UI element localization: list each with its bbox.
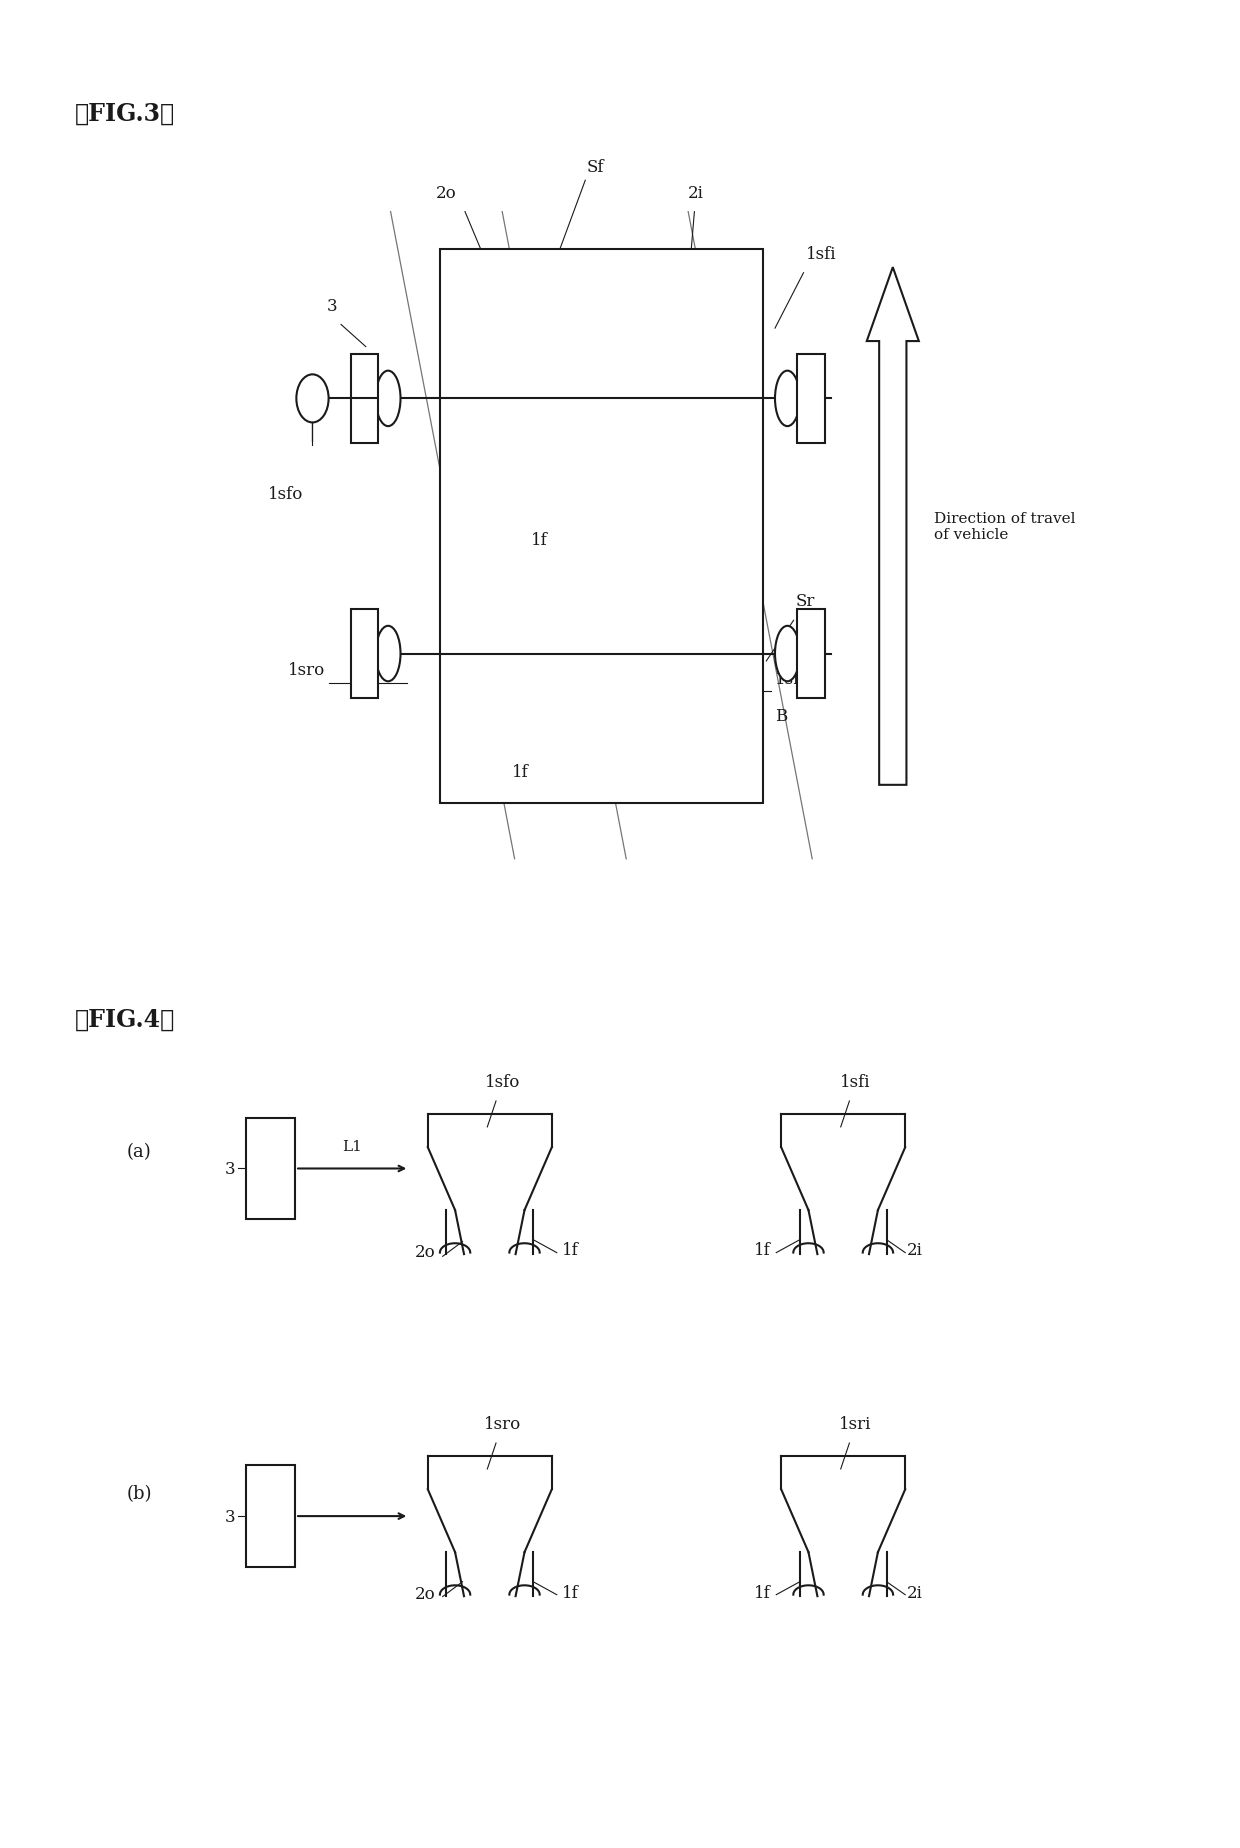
Text: 2o: 2o [415,1586,435,1602]
Text: 』FIG.3』: 』FIG.3』 [74,102,175,126]
Text: 1f: 1f [512,763,529,780]
Bar [351,610,378,699]
Text: L1: L1 [342,1140,362,1153]
Text: 1sri: 1sri [839,1416,872,1432]
Bar [246,1118,295,1220]
Text: 3: 3 [224,1508,236,1525]
Text: 1sro: 1sro [484,1416,521,1432]
Circle shape [296,375,329,423]
Text: 1f: 1f [531,532,548,549]
Text: 2i: 2i [908,1584,923,1600]
Text: 1f: 1f [562,1242,579,1258]
Text: (b): (b) [126,1484,151,1502]
Text: 2i: 2i [688,185,704,201]
Text: 1sfi: 1sfi [841,1074,870,1090]
Text: 1sfo: 1sfo [268,486,304,503]
Text: 2o: 2o [415,1244,435,1260]
Ellipse shape [775,626,800,682]
Text: 1sfo: 1sfo [485,1074,520,1090]
Text: 1sfi: 1sfi [806,246,837,262]
Ellipse shape [775,371,800,427]
Text: 1f: 1f [754,1242,771,1258]
Text: Sf: Sf [587,159,604,176]
Text: 』FIG.4』: 』FIG.4』 [74,1007,175,1031]
Text: 2o: 2o [436,185,456,201]
Polygon shape [867,268,919,785]
Bar [797,355,825,444]
Bar [797,610,825,699]
Text: 3: 3 [327,298,337,314]
Bar [440,249,763,804]
Text: Sr: Sr [796,593,816,610]
Text: 1f: 1f [562,1584,579,1600]
Text: 1f: 1f [754,1584,771,1600]
Ellipse shape [376,626,401,682]
Bar [351,355,378,444]
Bar [246,1465,295,1567]
Text: 2i: 2i [908,1242,923,1258]
Text: 1sro: 1sro [288,662,325,678]
Text: (a): (a) [126,1142,151,1161]
Text: 3: 3 [224,1161,236,1177]
Text: B: B [775,708,787,724]
Ellipse shape [376,371,401,427]
Text: Direction of travel
of vehicle: Direction of travel of vehicle [934,512,1075,541]
Text: 1sri: 1sri [775,671,807,687]
